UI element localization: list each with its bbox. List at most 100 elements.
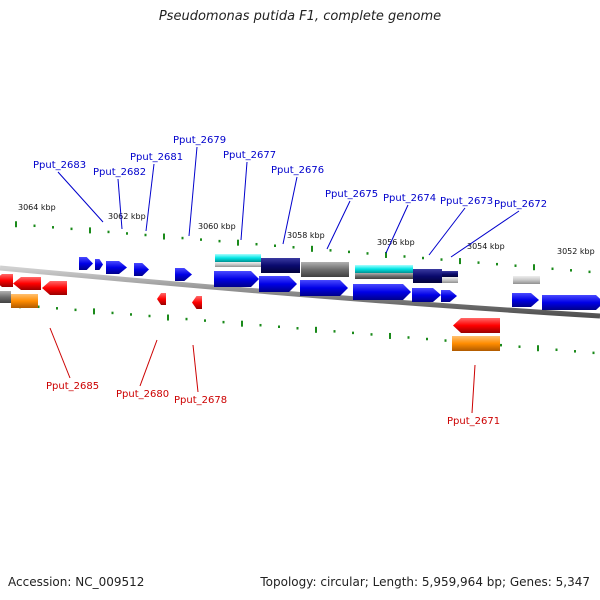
annotation-feature [215, 262, 261, 267]
tick-mark [111, 311, 114, 315]
forward-gene-feature [95, 259, 103, 270]
reverse-gene-label: Pput_2685 [46, 381, 99, 392]
tick-mark [278, 325, 280, 328]
reverse-gene-feature [0, 274, 13, 287]
tick-mark [144, 233, 147, 237]
annotation-feature [355, 265, 413, 273]
tick-mark [292, 246, 295, 249]
tick-mark [255, 242, 258, 246]
tick-mark [241, 320, 243, 327]
tick-mark [296, 327, 299, 330]
tick-mark [477, 261, 480, 264]
leader-line [428, 207, 466, 256]
forward-gene-label: Pput_2674 [383, 193, 436, 204]
forward-gene-label: Pput_2672 [494, 199, 547, 210]
forward-gene-feature [412, 288, 441, 302]
forward-gene-label: Pput_2673 [440, 196, 493, 207]
leader-line [192, 344, 199, 393]
leader-line [450, 210, 520, 258]
tick-mark [574, 350, 576, 353]
tick-mark [163, 233, 165, 240]
tick-mark [93, 308, 95, 315]
tick-mark [33, 224, 36, 228]
leader-line [240, 161, 248, 241]
tick-mark [385, 251, 387, 258]
annotation-feature [355, 273, 413, 279]
annotation-feature [452, 336, 500, 351]
leader-line [471, 364, 476, 414]
annotation-feature [413, 269, 442, 283]
tick-mark [70, 227, 73, 231]
leader-line [139, 339, 158, 387]
annotation-feature [261, 258, 300, 273]
leader-line [385, 204, 409, 254]
forward-gene-feature [441, 290, 457, 302]
kbp-scale-labels: 3064 kbp 3062 kbp 3060 kbp 3058 kbp 3056 kbp… [18, 203, 595, 256]
forward-gene-label: Pput_2682 [93, 167, 146, 178]
tick-mark [311, 245, 313, 252]
kbp-label: 3052 kbp [557, 247, 595, 256]
tick-mark [167, 314, 169, 321]
tick-mark [588, 270, 591, 274]
forward-gene-label: Pput_2676 [271, 165, 324, 176]
tick-mark [407, 336, 410, 339]
forward-gene-feature [79, 257, 93, 270]
forward-gene-feature [134, 263, 149, 276]
tick-mark [274, 244, 276, 247]
annotation-feature [442, 271, 458, 277]
tick-mark [15, 221, 17, 228]
tick-mark [551, 267, 554, 271]
reverse-gene-feature [453, 318, 500, 333]
forward-gene-feature [259, 276, 297, 292]
leader-line [145, 163, 155, 232]
kbp-label: 3062 kbp [108, 212, 146, 221]
leader-line [117, 178, 123, 230]
leader-line [188, 146, 198, 237]
forward-gene-feature [214, 271, 259, 287]
reverse-gene-label: Pput_2671 [447, 416, 500, 427]
tick-mark [333, 330, 336, 333]
tick-mark [422, 256, 424, 260]
annotation-feature [0, 291, 11, 303]
genome-summary-text: Topology: circular; Length: 5,959,964 bp… [260, 575, 590, 589]
tick-mark [185, 317, 188, 321]
tick-mark [533, 264, 535, 271]
leader-line [57, 171, 104, 223]
forward-gene-label: Pput_2679 [173, 135, 226, 146]
tick-mark [366, 252, 369, 255]
tick-mark [52, 226, 54, 229]
tick-mark [259, 323, 262, 327]
tick-mark [518, 345, 521, 348]
forward-gene-feature [512, 293, 539, 307]
kbp-label: 3060 kbp [198, 222, 236, 231]
forward-gene-feature [300, 280, 348, 296]
tick-mark [329, 249, 332, 252]
tick-mark [514, 264, 517, 267]
reverse-gene-label: Pput_2680 [116, 389, 169, 400]
tick-mark [352, 331, 354, 335]
reverse-gene-feature [42, 281, 67, 295]
tick-mark [204, 319, 206, 322]
tick-mark [537, 345, 539, 352]
annotation-feature [215, 254, 261, 262]
tick-mark [459, 258, 461, 265]
tick-mark [222, 320, 225, 324]
accession-text: Accession: NC_009512 [8, 575, 145, 589]
tick-mark [370, 333, 373, 336]
annotation-feature [513, 276, 540, 284]
tick-mark [555, 348, 558, 352]
annotation-feature [301, 262, 349, 277]
forward-gene-feature [542, 295, 600, 310]
tick-mark [315, 326, 317, 333]
leader-line [49, 327, 71, 379]
reverse-gene-label: Pput_2678 [174, 395, 227, 406]
annotation-feature [442, 277, 458, 283]
leader-line [326, 200, 351, 250]
map-title: Pseudomonas putida F1, complete genome [158, 9, 442, 24]
annotation-feature [11, 294, 38, 308]
forward-gene-label: Pput_2675 [325, 189, 378, 200]
tick-mark [496, 262, 498, 266]
leader-line [282, 176, 298, 245]
